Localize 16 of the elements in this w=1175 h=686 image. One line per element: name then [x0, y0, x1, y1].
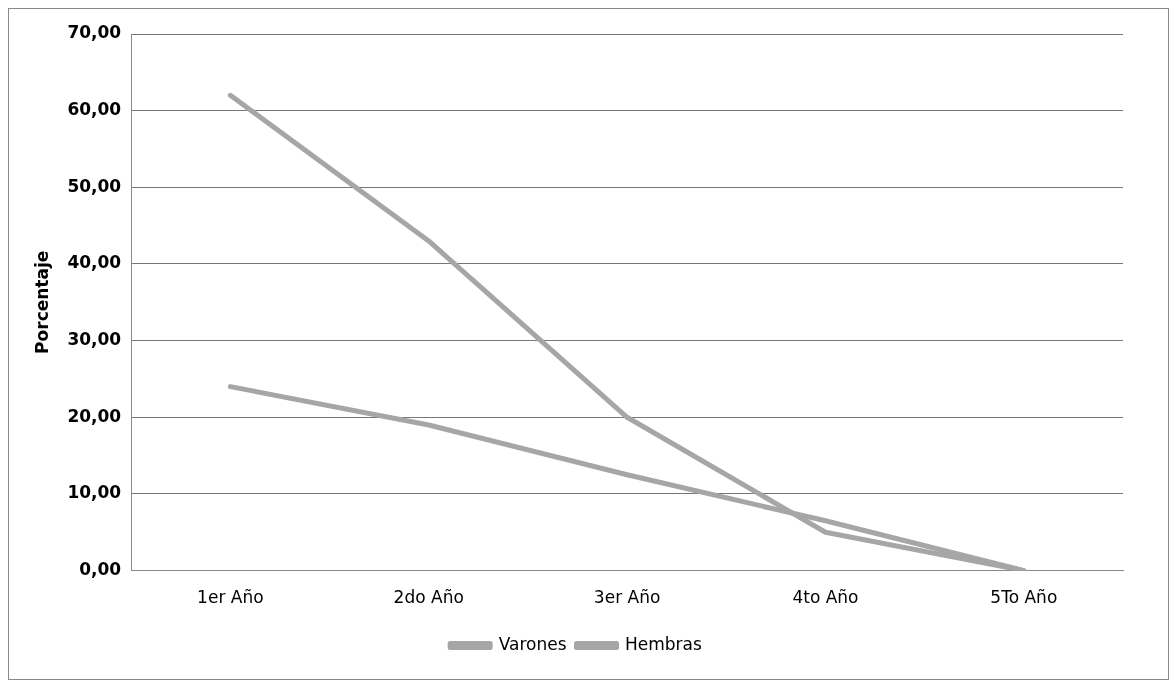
y-tick-label: 10,00: [67, 482, 122, 503]
x-tick-label: 2do Año: [393, 587, 464, 608]
y-tick-label: 0,00: [79, 559, 122, 580]
x-tick-label: 1er Año: [197, 587, 264, 608]
legend-label: Hembras: [624, 633, 702, 654]
x-tick-label: 4to Año: [792, 587, 859, 608]
y-axis-title: Porcentaje: [31, 250, 52, 354]
legend-label: Varones: [498, 633, 567, 654]
y-tick-label: 50,00: [67, 175, 122, 196]
x-tick-label: 3er Año: [593, 587, 661, 608]
y-tick-label: 20,00: [67, 405, 122, 426]
y-tick-label: 70,00: [67, 22, 122, 43]
x-tick-label: 5To Año: [990, 587, 1058, 608]
y-tick-label: 30,00: [67, 329, 122, 350]
y-tick-label: 60,00: [67, 99, 122, 120]
y-tick-label: 40,00: [67, 252, 122, 273]
